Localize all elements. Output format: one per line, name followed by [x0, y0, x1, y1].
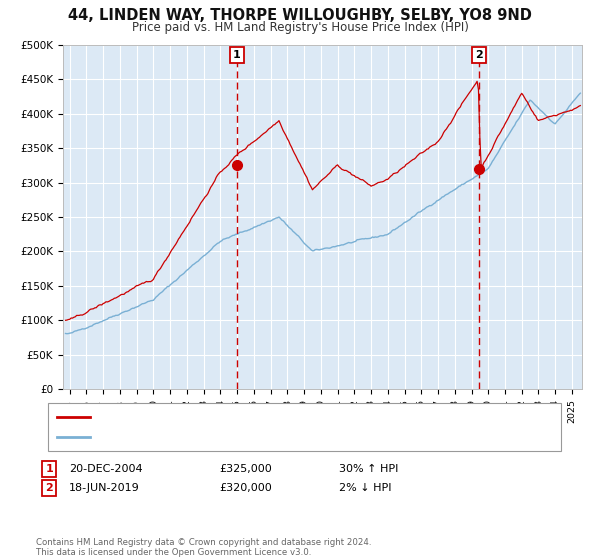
Text: 18-JUN-2019: 18-JUN-2019 [69, 483, 140, 493]
Text: 44, LINDEN WAY, THORPE WILLOUGHBY, SELBY, YO8 9ND: 44, LINDEN WAY, THORPE WILLOUGHBY, SELBY… [68, 8, 532, 24]
Text: Price paid vs. HM Land Registry's House Price Index (HPI): Price paid vs. HM Land Registry's House … [131, 21, 469, 34]
Text: £325,000: £325,000 [219, 464, 272, 474]
Text: 20-DEC-2004: 20-DEC-2004 [69, 464, 143, 474]
Text: 2: 2 [46, 483, 53, 493]
Text: Contains HM Land Registry data © Crown copyright and database right 2024.
This d: Contains HM Land Registry data © Crown c… [36, 538, 371, 557]
Text: HPI: Average price, detached house, North Yorkshire: HPI: Average price, detached house, Nort… [96, 432, 369, 442]
Text: 1: 1 [233, 50, 241, 60]
Text: 1: 1 [46, 464, 53, 474]
Text: 44, LINDEN WAY, THORPE WILLOUGHBY, SELBY, YO8 9ND (detached house): 44, LINDEN WAY, THORPE WILLOUGHBY, SELBY… [96, 412, 487, 422]
Text: 2: 2 [475, 50, 483, 60]
Text: 2% ↓ HPI: 2% ↓ HPI [339, 483, 391, 493]
Text: £320,000: £320,000 [219, 483, 272, 493]
Text: 30% ↑ HPI: 30% ↑ HPI [339, 464, 398, 474]
